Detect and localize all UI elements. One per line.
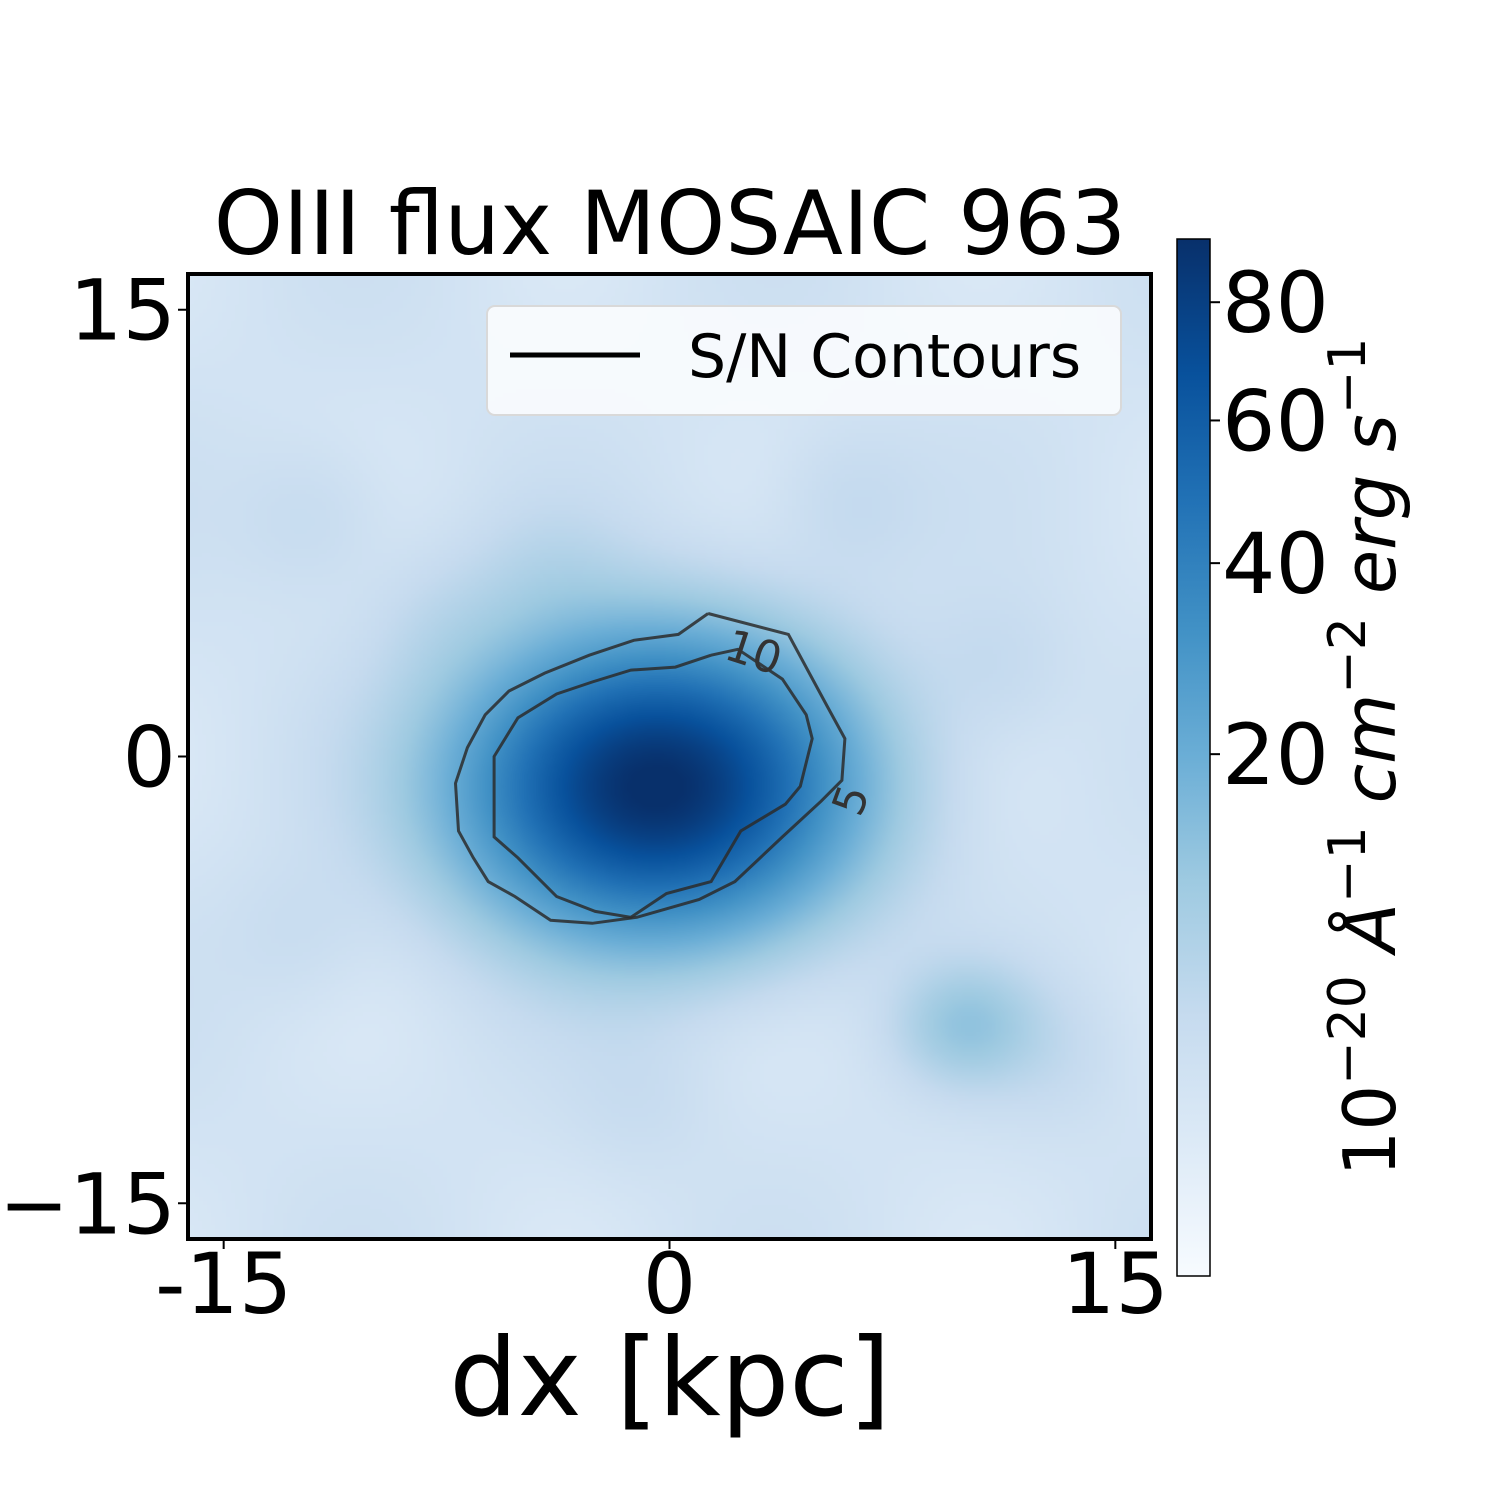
colorbar-label: 10−20 Å−1 cm−2 erg s−1: [1318, 338, 1412, 1177]
x-axis-label: dx [kpc]: [449, 1316, 891, 1441]
y-axis: 15 0 −15: [0, 262, 188, 1253]
sn-contours: 510: [453, 612, 880, 925]
x-tick-label: 0: [643, 1235, 696, 1333]
colorbar-tick-label: 40: [1222, 515, 1329, 613]
x-tick-label: -15: [155, 1235, 292, 1333]
colorbar-label-exp: −20: [1318, 975, 1378, 1085]
x-tick-label: 15: [1062, 1235, 1169, 1333]
flux-heatmap: [188, 274, 1151, 1239]
x-axis: -15 0 15: [155, 1235, 1169, 1333]
plot-area: 510: [186, 272, 1153, 1241]
colorbar-label-unit-1: Å: [1328, 903, 1412, 975]
colorbar-label-unit-3-exp: −1: [1318, 338, 1378, 415]
legend-label: S/N Contours: [688, 322, 1081, 392]
y-tick-label: 0: [123, 709, 176, 807]
y-tick-label: −15: [0, 1155, 176, 1253]
colorbar-label-unit-1-exp: −1: [1318, 826, 1378, 903]
legend-box: [486, 305, 1122, 416]
y-tick-label: 15: [69, 262, 176, 360]
colorbar-label-base: 10: [1328, 1085, 1412, 1177]
legend: S/N Contours: [486, 305, 1122, 416]
colorbar-label-unit-2: cm: [1328, 694, 1412, 827]
colorbar-label-unit-2-exp: −2: [1318, 617, 1378, 694]
colorbar-gradient: [1176, 238, 1211, 1277]
contour-line-10: [492, 647, 814, 919]
colorbar-label-unit-3: erg s: [1328, 414, 1412, 617]
colorbar-ticks: 20 40 60 80: [1210, 254, 1329, 804]
colorbar-tick-label: 60: [1222, 372, 1329, 470]
contour-line-5: [453, 612, 847, 925]
colorbar-tick-label: 80: [1222, 254, 1329, 352]
chart-title: OIII flux MOSAIC 963: [214, 172, 1127, 275]
colorbar-tick-label: 20: [1222, 706, 1329, 804]
